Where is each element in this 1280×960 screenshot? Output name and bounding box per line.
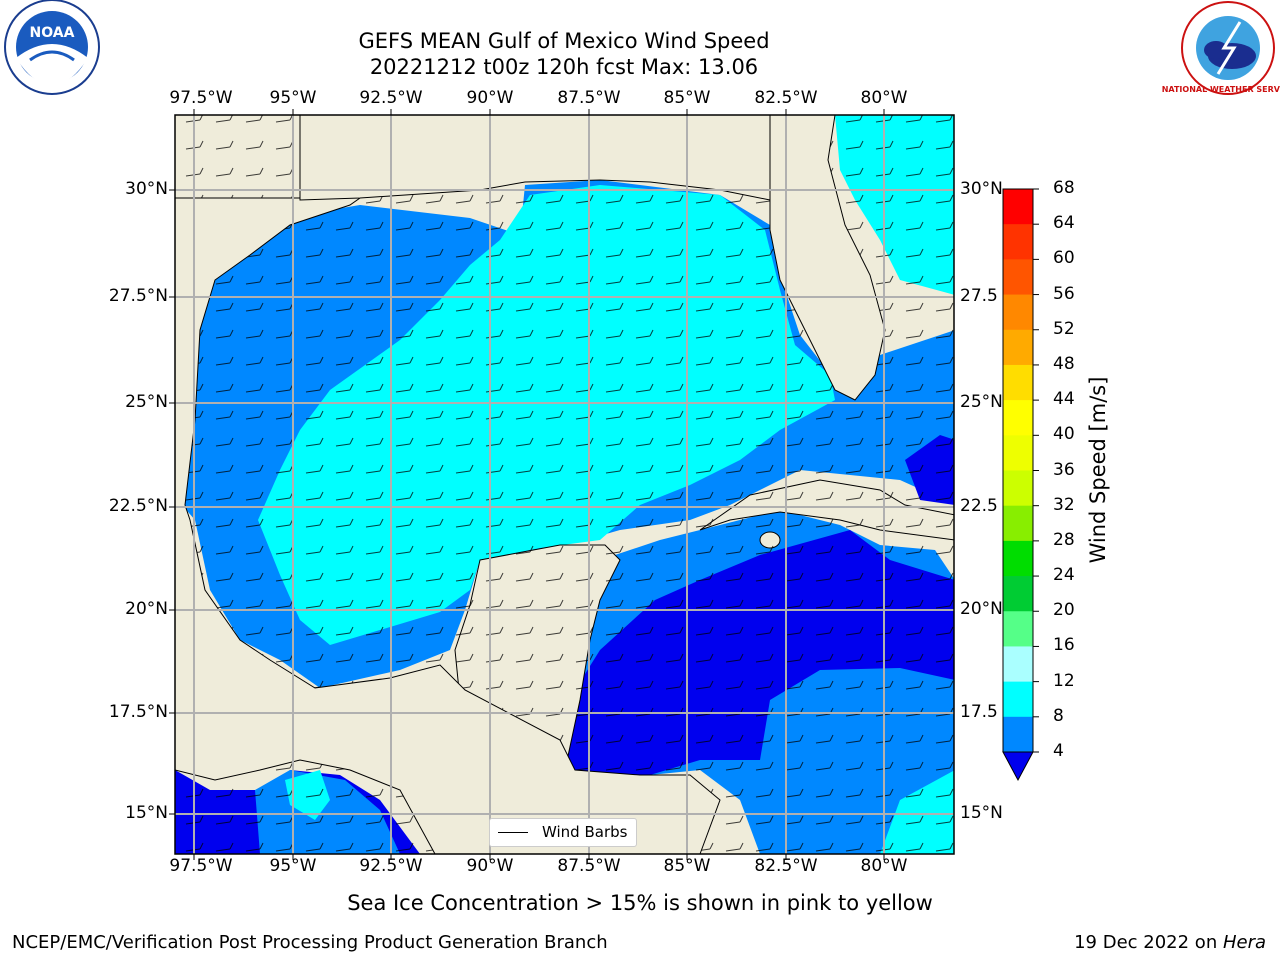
colorbar-extend-arrow (1002, 751, 1034, 782)
map-area (175, 115, 954, 854)
colorbar-segment (1003, 364, 1033, 401)
noaa-logo: NOAA (4, 0, 100, 95)
colorbar-segment (1003, 189, 1033, 225)
colorbar-segment (1003, 224, 1033, 260)
lon-label-bottom: 92.5°W (359, 856, 423, 876)
lon-label-top: 97.5°W (169, 88, 233, 108)
colorbar-tick-label: 44 (1053, 389, 1075, 410)
colorbar-segment (1003, 646, 1033, 683)
colorbar-segment (1003, 576, 1033, 612)
northern-coast-land (299, 115, 771, 201)
lon-label-top: 92.5°W (359, 88, 423, 108)
lat-label-right: 25°N (960, 392, 1003, 412)
colorbar-tick-label: 52 (1053, 318, 1075, 339)
lat-label-right: 15°N (960, 803, 1003, 823)
legend-line-swatch (498, 832, 528, 833)
lon-label-top: 95°W (269, 88, 317, 108)
colorbar-segment (1003, 435, 1033, 471)
colorbar-label: Wind Speed [m/s] (1086, 376, 1110, 564)
colorbar-tick-label: 8 (1053, 705, 1064, 726)
colorbar-segment (1003, 470, 1033, 507)
lon-label-top: 80°W (860, 88, 908, 108)
lon-label-bottom: 85°W (663, 856, 711, 876)
colorbar-segment (1003, 681, 1033, 718)
colorbar-segment (1003, 540, 1033, 577)
central-america-land (175, 115, 721, 854)
lon-label-bottom: 95°W (269, 856, 317, 876)
lon-label-bottom: 82.5°W (754, 856, 818, 876)
generation-machine: Hera (1222, 932, 1266, 953)
chart-title-line2: 20221212 t00z 120h fcst Max: 13.06 (369, 55, 759, 79)
branch-credit: NCEP/EMC/Verification Post Processing Pr… (12, 932, 608, 953)
colorbar-segment (1003, 329, 1033, 366)
florida-land (769, 115, 886, 401)
colorbar-tick-label: 28 (1053, 529, 1075, 550)
generation-date: 19 Dec 2022 on Hera (1074, 932, 1266, 953)
svg-text:NATIONAL WEATHER SERVICE: NATIONAL WEATHER SERVICE (1162, 85, 1280, 94)
colorbar-segment (1003, 259, 1033, 296)
map-frame (174, 114, 955, 855)
colorbar (1002, 188, 1039, 782)
colorbar-tick-label: 12 (1053, 670, 1075, 691)
colorbar-tick-label: 68 (1053, 178, 1075, 198)
lat-label-left: 20°N (125, 599, 168, 619)
lon-label-top: 82.5°W (754, 88, 818, 108)
sea-ice-note: Sea Ice Concentration > 15% is shown in … (0, 891, 1280, 915)
colorbar-segment (1003, 294, 1033, 331)
sea-ice-note-text: Sea Ice Concentration > 15% is shown in … (347, 891, 933, 915)
colorbar-segment (1003, 716, 1033, 753)
colorbar-segment (1003, 400, 1033, 436)
colorbar-tick-label: 36 (1053, 459, 1075, 480)
lat-label-left: 27.5°N (108, 286, 168, 306)
lon-label-bottom: 97.5°W (169, 856, 233, 876)
lon-label-bottom: 80°W (860, 856, 908, 876)
lon-label-top: 90°W (466, 88, 514, 108)
legend-box: Wind Barbs (489, 818, 637, 847)
nws-logo: NATIONAL WEATHER SERVICE (1162, 1, 1280, 95)
lat-label-right: 22.5 (960, 496, 998, 516)
colorbar-tick-label: 32 (1053, 494, 1075, 515)
colorbar-tick-label: 56 (1053, 283, 1075, 304)
lon-label-top: 85°W (663, 88, 711, 108)
lon-label-bottom: 90°W (466, 856, 514, 876)
lat-label-right: 27.5 (960, 286, 998, 306)
generation-date-prefix: 19 Dec 2022 on (1074, 932, 1223, 953)
colorbar-segment (1003, 611, 1033, 647)
graticule (175, 115, 954, 854)
lat-label-left: 22.5°N (108, 496, 168, 516)
colorbar-tick-label: 40 (1053, 424, 1075, 445)
colorbar-tick-label: 4 (1053, 741, 1064, 761)
colorbar-tick-label: 60 (1053, 248, 1075, 269)
lat-label-left: 30°N (125, 179, 168, 199)
svg-text:NOAA: NOAA (30, 25, 75, 41)
lat-label-left: 17.5°N (108, 702, 168, 722)
lat-label-left: 15°N (125, 803, 168, 823)
colorbar-tick-label: 20 (1053, 600, 1075, 621)
colorbar-segment (1003, 505, 1033, 542)
colorbar-tick-label: 48 (1053, 353, 1075, 374)
colorbar-tick-label: 64 (1053, 213, 1075, 234)
lat-label-right: 17.5 (960, 702, 998, 722)
lat-label-right: 30°N (960, 179, 1003, 199)
lon-label-bottom: 87.5°W (557, 856, 621, 876)
legend-label: Wind Barbs (542, 823, 628, 841)
chart-title-line1: GEFS MEAN Gulf of Mexico Wind Speed (358, 29, 770, 53)
colorbar-tick-label: 16 (1053, 635, 1075, 656)
colorbar-tick-label: 24 (1053, 565, 1075, 586)
tick-marks (169, 109, 885, 860)
lon-label-top: 87.5°W (557, 88, 621, 108)
lat-label-left: 25°N (125, 392, 168, 412)
lat-label-right: 20°N (960, 599, 1003, 619)
